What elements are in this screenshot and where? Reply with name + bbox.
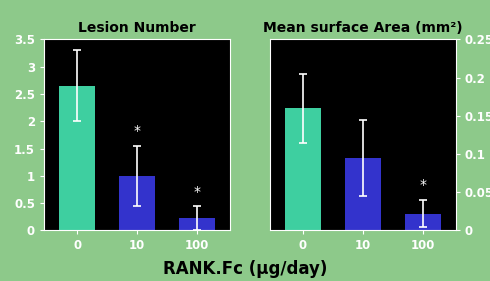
Title: Lesion Number: Lesion Number <box>78 21 196 35</box>
Bar <box>59 86 95 230</box>
Bar <box>179 218 215 230</box>
Text: *: * <box>194 185 201 199</box>
Text: RANK.Fc (µg/day): RANK.Fc (µg/day) <box>163 260 327 278</box>
Bar <box>285 108 320 230</box>
Bar <box>405 214 441 230</box>
Bar <box>119 176 155 230</box>
Text: *: * <box>134 124 141 138</box>
Title: Mean surface Area (mm²): Mean surface Area (mm²) <box>263 21 463 35</box>
Text: *: * <box>419 178 426 192</box>
Bar <box>344 158 381 230</box>
